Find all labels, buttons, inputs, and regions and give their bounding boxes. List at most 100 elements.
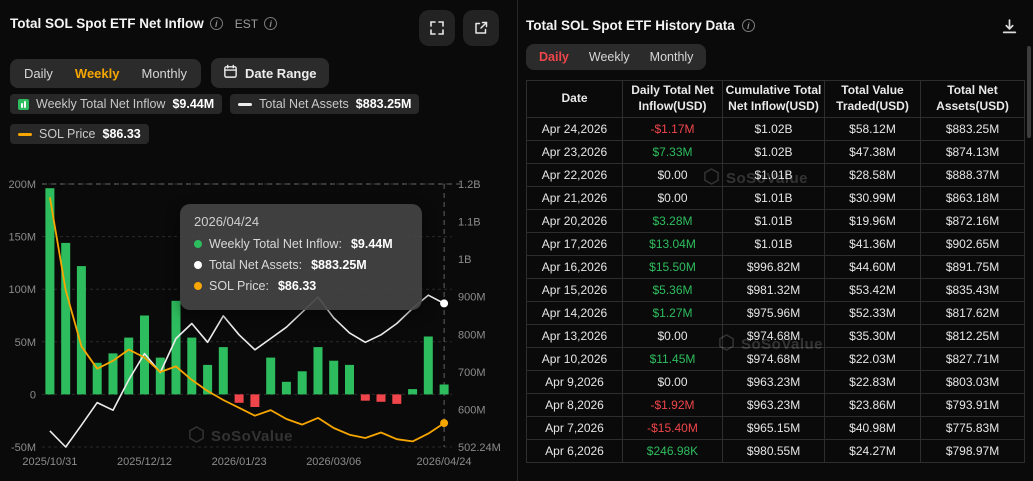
cell-inflow: $7.33M bbox=[622, 140, 723, 164]
left-axis-label: 50M bbox=[15, 337, 36, 349]
table-row: Apr 22,2026 $0.00 $1.01B $28.58M $888.37M bbox=[526, 163, 1025, 187]
left-axis-label: 100M bbox=[8, 284, 36, 296]
cell-cumulative: $980.55M bbox=[722, 439, 825, 463]
cell-assets: $775.83M bbox=[920, 416, 1025, 440]
cell-assets: $812.25M bbox=[920, 324, 1025, 348]
fullscreen-icon bbox=[429, 20, 445, 36]
net-inflow-title: Total SOL Spot ETF Net Inflow bbox=[10, 16, 204, 31]
download-button[interactable] bbox=[995, 14, 1023, 42]
cell-date: Apr 7,2026 bbox=[526, 416, 623, 440]
cell-traded: $44.60M bbox=[824, 255, 921, 279]
cell-inflow: $1.27M bbox=[622, 301, 723, 325]
table-row: Apr 24,2026 -$1.17M $1.02B $58.12M $883.25M bbox=[526, 117, 1025, 141]
inflow-bar bbox=[108, 353, 118, 395]
table-row: Apr 23,2026 $7.33M $1.02B $47.38M $874.13M bbox=[526, 140, 1025, 164]
inflow-bar bbox=[345, 364, 354, 395]
cell-cumulative: $965.15M bbox=[722, 416, 825, 440]
cell-assets: $798.97M bbox=[920, 439, 1025, 463]
cell-assets: $883.25M bbox=[920, 117, 1025, 141]
cell-assets: $872.16M bbox=[920, 209, 1025, 233]
legend-label: Total Net Assets bbox=[259, 97, 349, 111]
est-info-icon[interactable]: i bbox=[264, 17, 278, 30]
cell-inflow: $13.04M bbox=[622, 232, 723, 256]
tab-monthly[interactable]: Monthly bbox=[649, 50, 694, 64]
legend-item-weekly-total-net-inflow[interactable]: Weekly Total Net Inflow $9.44M bbox=[10, 94, 223, 114]
cell-traded: $24.27M bbox=[824, 439, 921, 463]
tab-weekly[interactable]: Weekly bbox=[74, 65, 120, 81]
chart-toolbar bbox=[419, 10, 499, 46]
cell-cumulative: $963.23M bbox=[722, 393, 825, 417]
cell-traded: $30.99M bbox=[824, 186, 921, 210]
history-data-panel: Total SOL Spot ETF History Data i Daily W… bbox=[517, 0, 1033, 481]
column-header: Date bbox=[526, 80, 623, 118]
cell-date: Apr 16,2026 bbox=[526, 255, 623, 279]
cell-traded: $41.36M bbox=[824, 232, 921, 256]
left-axis-label: 150M bbox=[8, 232, 36, 244]
cell-cumulative: $1.02B bbox=[722, 117, 825, 141]
cell-traded: $28.58M bbox=[824, 163, 921, 187]
cell-inflow: $0.00 bbox=[622, 324, 723, 348]
inflow-bar bbox=[203, 364, 213, 395]
inflow-bar bbox=[281, 381, 291, 395]
tab-weekly[interactable]: Weekly bbox=[588, 50, 630, 64]
cell-assets: $835.43M bbox=[920, 278, 1025, 302]
cell-inflow: $15.50M bbox=[622, 255, 723, 279]
cell-date: Apr 17,2026 bbox=[526, 232, 623, 256]
history-table-head: Date Daily Total Net Inflow(USD) Cumulative… bbox=[526, 80, 1025, 118]
net-assets-endpoint-dot bbox=[440, 299, 449, 308]
inflow-bar bbox=[92, 362, 102, 395]
tab-daily[interactable]: Daily bbox=[539, 50, 569, 64]
inflow-bar bbox=[76, 266, 86, 395]
right-axis-label: 1.2B bbox=[458, 179, 481, 191]
inflow-bar bbox=[423, 336, 433, 395]
legend-value: $9.44M bbox=[172, 97, 215, 111]
cell-inflow: $246.98K bbox=[622, 439, 723, 463]
cell-traded: $40.98M bbox=[824, 416, 921, 440]
sol-price-line bbox=[49, 197, 445, 443]
cell-traded: $23.86M bbox=[824, 393, 921, 417]
table-row: Apr 10,2026 $11.45M $974.68M $22.03M $827.71… bbox=[526, 347, 1025, 371]
chart-legend-row-2: SOL Price $86.33 bbox=[10, 124, 149, 144]
cell-cumulative: $974.68M bbox=[722, 324, 825, 348]
cell-date: Apr 24,2026 bbox=[526, 117, 623, 141]
cell-inflow: -$1.17M bbox=[622, 117, 723, 141]
legend-item-sol-price[interactable]: SOL Price $86.33 bbox=[10, 124, 149, 144]
chart-canvas[interactable]: 200M 150M 100M 50M 0 -50M 1.2B 1.1B 1B 900M 800M 70… bbox=[2, 168, 514, 480]
fullscreen-button[interactable] bbox=[419, 10, 455, 46]
date-range-label: Date Range bbox=[245, 65, 317, 81]
cell-cumulative: $963.23M bbox=[722, 370, 825, 394]
legend-value: $883.25M bbox=[355, 97, 412, 111]
scrollbar-thumb[interactable] bbox=[1027, 46, 1031, 138]
table-row: Apr 7,2026 -$15.40M $965.15M $40.98M $775.83… bbox=[526, 416, 1025, 440]
cell-inflow: $0.00 bbox=[622, 163, 723, 187]
cell-cumulative: $1.01B bbox=[722, 209, 825, 233]
column-header: Daily Total Net Inflow(USD) bbox=[622, 80, 723, 118]
inflow-bar bbox=[171, 300, 181, 395]
inflow-bar bbox=[313, 347, 323, 395]
inflow-bar bbox=[439, 384, 449, 395]
cell-traded: $58.12M bbox=[824, 117, 921, 141]
inflow-bar bbox=[266, 357, 276, 395]
cell-date: Apr 10,2026 bbox=[526, 347, 623, 371]
cell-traded: $52.33M bbox=[824, 301, 921, 325]
x-axis-label: 2026/04/24 bbox=[416, 456, 471, 468]
cell-cumulative: $1.02B bbox=[722, 140, 825, 164]
table-row: Apr 6,2026 $246.98K $980.55M $24.27M $798.97… bbox=[526, 439, 1025, 463]
date-range-button[interactable]: Date Range bbox=[211, 58, 329, 88]
cell-assets: $863.18M bbox=[920, 186, 1025, 210]
tab-daily[interactable]: Daily bbox=[24, 65, 53, 81]
cell-inflow: -$1.92M bbox=[622, 393, 723, 417]
cell-traded: $19.96M bbox=[824, 209, 921, 233]
inflow-bar bbox=[187, 337, 197, 395]
cell-inflow: -$15.40M bbox=[622, 416, 723, 440]
legend-item-total-net-assets[interactable]: Total Net Assets $883.25M bbox=[230, 94, 420, 114]
cell-inflow: $5.36M bbox=[622, 278, 723, 302]
info-icon[interactable]: i bbox=[209, 17, 223, 30]
history-info-icon[interactable]: i bbox=[741, 19, 755, 32]
net-inflow-panel: Total SOL Spot ETF Net Inflow i EST i bbox=[2, 10, 514, 480]
inflow-bar bbox=[376, 394, 386, 402]
inflow-bar bbox=[250, 394, 260, 407]
share-button[interactable] bbox=[463, 10, 499, 46]
inflow-bar bbox=[297, 371, 307, 395]
tab-monthly[interactable]: Monthly bbox=[141, 65, 188, 81]
